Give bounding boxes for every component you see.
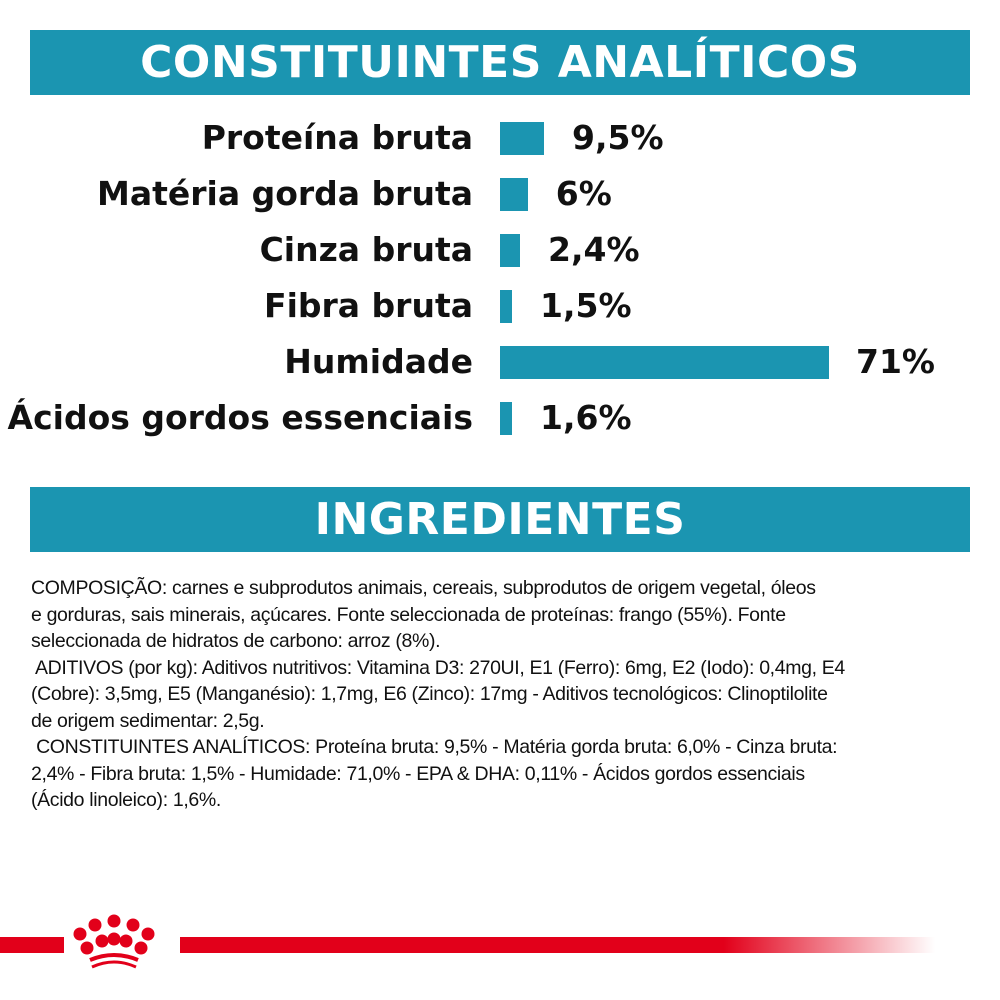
ingredients-line: e gorduras, sais minerais, açúcares. Fon… (31, 603, 786, 626)
analytical-bar-chart: Proteína bruta 9,5% Matéria gorda bruta 6% C… (0, 110, 1000, 460)
data-label: 1,6% (540, 398, 632, 437)
ingredients-line: ADITIVOS (por kg): Aditivos nutritivos: … (31, 656, 845, 679)
data-label: 2,4% (548, 230, 640, 269)
chart-row: Ácidos gordos essenciais 1,6% (0, 390, 1000, 446)
category-label: Humidade (284, 342, 473, 381)
category-label: Matéria gorda bruta (97, 174, 473, 213)
data-label: 1,5% (540, 286, 632, 325)
bar (500, 234, 520, 267)
ingredients-line: de origem sedimentar: 2,5g. (31, 709, 265, 732)
ingredients-line: seleccionada de hidratos de carbono: arr… (31, 630, 441, 652)
ingredients-line: (Cobre): 3,5mg, E5 (Manganésio): 1,7mg, … (31, 683, 828, 705)
brand-line-left (0, 937, 64, 953)
ingredients-line: CONSTITUINTES ANALÍTICOS: Proteína bruta… (31, 736, 838, 758)
bar (500, 402, 512, 435)
brand-line-right (180, 937, 935, 953)
bar (500, 122, 545, 155)
category-label: Proteína bruta (201, 118, 473, 157)
chart-row: Proteína bruta 9,5% (0, 110, 1000, 166)
chart-row: Fibra bruta 1,5% (0, 278, 1000, 334)
bar (500, 178, 528, 211)
category-label: Cinza bruta (259, 230, 473, 269)
royal-crown-icon (73, 914, 155, 969)
category-label: Ácidos gordos essenciais (7, 398, 473, 437)
chart-row: Cinza bruta 2,4% (0, 222, 1000, 278)
data-label: 9,5% (572, 118, 664, 157)
category-label: Fibra bruta (264, 286, 473, 325)
ingredients-title: INGREDIENTES (30, 487, 970, 552)
analytical-title: CONSTITUINTES ANALÍTICOS (30, 30, 970, 95)
chart-row: Humidade 71% (0, 334, 1000, 390)
chart-row: Matéria gorda bruta 6% (0, 166, 1000, 222)
ingredients-line: (Ácido linoleico): 1,6%. (31, 789, 221, 811)
ingredients-line: 2,4% - Fibra bruta: 1,5% - Humidade: 71,… (31, 762, 805, 785)
data-label: 6% (555, 174, 612, 213)
bar (500, 346, 829, 379)
ingredients-text: COMPOSIÇÃO: carnes e subprodutos animais… (31, 575, 981, 814)
data-label: 71% (856, 342, 935, 381)
ingredients-line: COMPOSIÇÃO: carnes e subprodutos animais… (31, 577, 816, 599)
bar (500, 290, 512, 323)
